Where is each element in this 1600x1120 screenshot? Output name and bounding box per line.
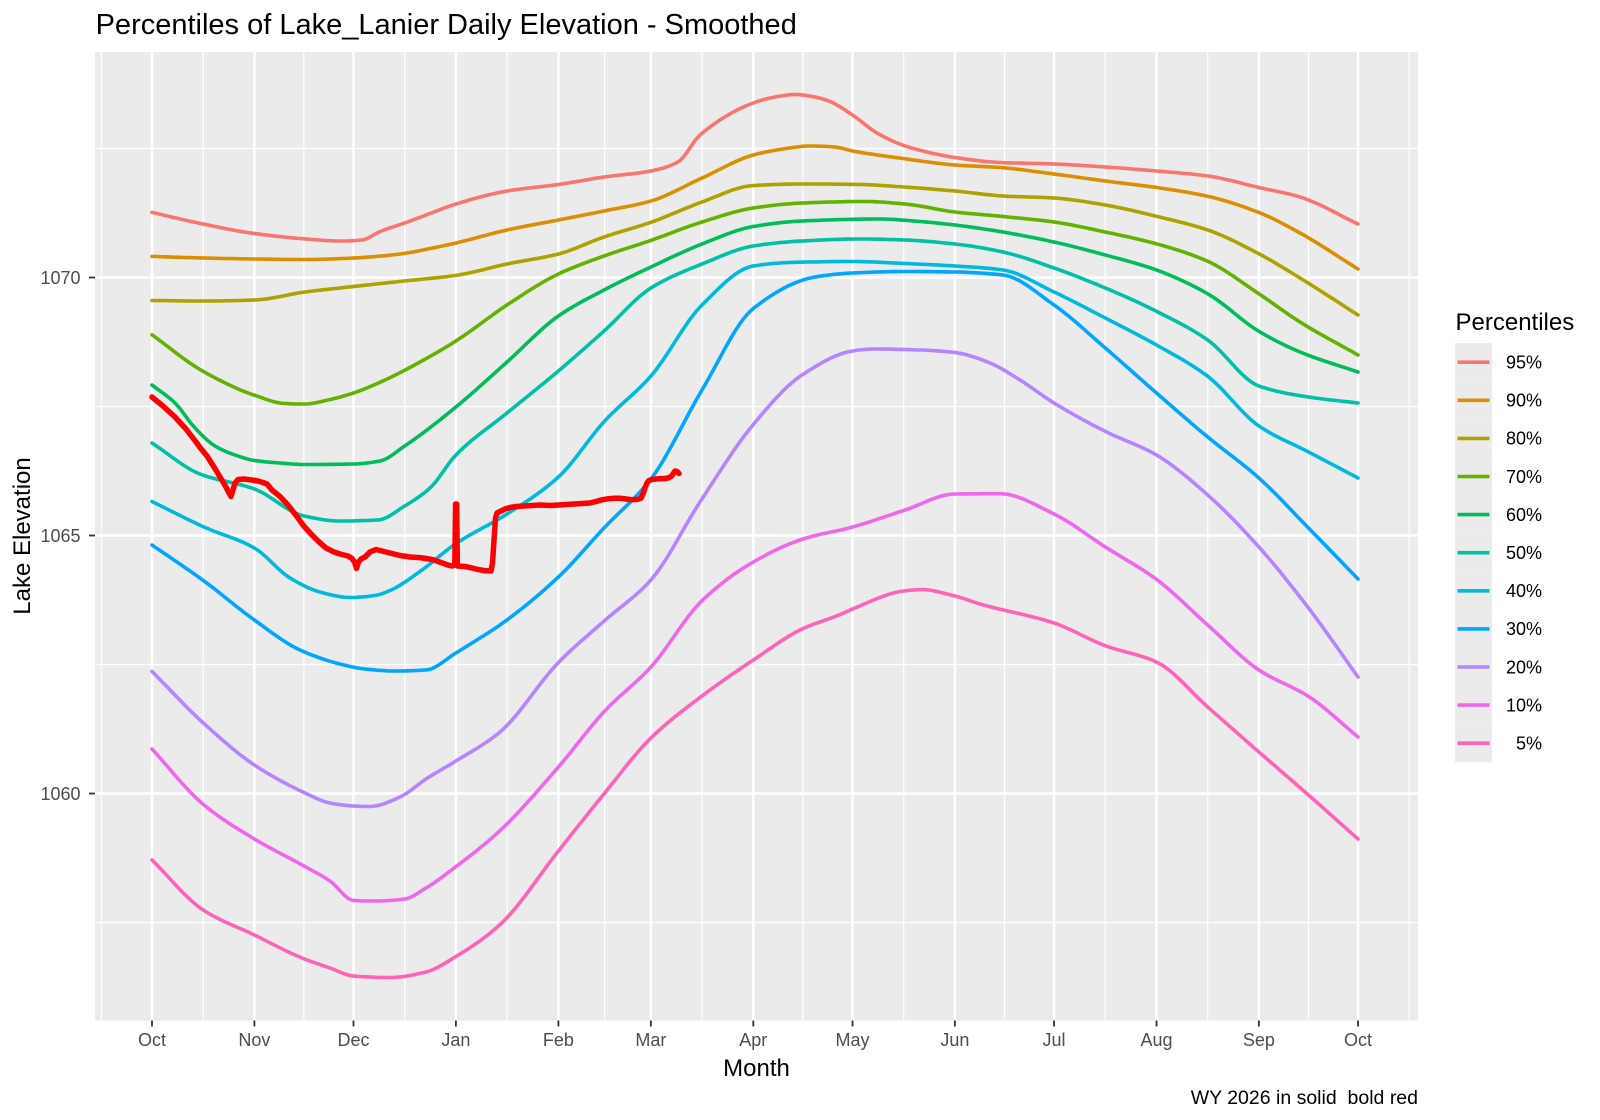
svg-text:Nov: Nov	[238, 1030, 270, 1050]
svg-text:10%: 10%	[1506, 695, 1542, 715]
svg-text:90%: 90%	[1506, 391, 1542, 411]
svg-text:1070: 1070	[40, 268, 80, 288]
svg-text:Oct: Oct	[138, 1030, 166, 1050]
svg-text:40%: 40%	[1506, 581, 1542, 601]
svg-text:Aug: Aug	[1140, 1030, 1172, 1050]
svg-text:30%: 30%	[1506, 619, 1542, 639]
svg-text:Sep: Sep	[1243, 1030, 1275, 1050]
svg-text:95%: 95%	[1506, 353, 1542, 373]
svg-text:Apr: Apr	[739, 1030, 767, 1050]
svg-text:May: May	[835, 1030, 869, 1050]
svg-text:Lake Elevation: Lake Elevation	[9, 457, 36, 614]
svg-text:60%: 60%	[1506, 505, 1542, 525]
svg-text:Percentiles of Lake_Lanier Dai: Percentiles of Lake_Lanier Daily Elevati…	[96, 9, 797, 41]
svg-text:1060: 1060	[40, 784, 80, 804]
svg-text:Jul: Jul	[1042, 1030, 1065, 1050]
svg-text:Dec: Dec	[337, 1030, 369, 1050]
svg-text:1065: 1065	[40, 526, 80, 546]
svg-text:20%: 20%	[1506, 657, 1542, 677]
svg-text:Oct: Oct	[1344, 1030, 1372, 1050]
svg-text:Feb: Feb	[543, 1030, 574, 1050]
svg-text:Percentiles: Percentiles	[1456, 309, 1575, 336]
svg-text:Mar: Mar	[635, 1030, 666, 1050]
svg-text:80%: 80%	[1506, 429, 1542, 449]
svg-text:70%: 70%	[1506, 467, 1542, 487]
svg-text:Jan: Jan	[441, 1030, 470, 1050]
svg-text:Month: Month	[723, 1055, 790, 1082]
svg-text:5%: 5%	[1516, 734, 1542, 754]
svg-text:50%: 50%	[1506, 543, 1542, 563]
svg-text:Jun: Jun	[940, 1030, 969, 1050]
svg-text:WY 2026 in solid bold red: WY 2026 in solid bold red	[1191, 1087, 1418, 1109]
